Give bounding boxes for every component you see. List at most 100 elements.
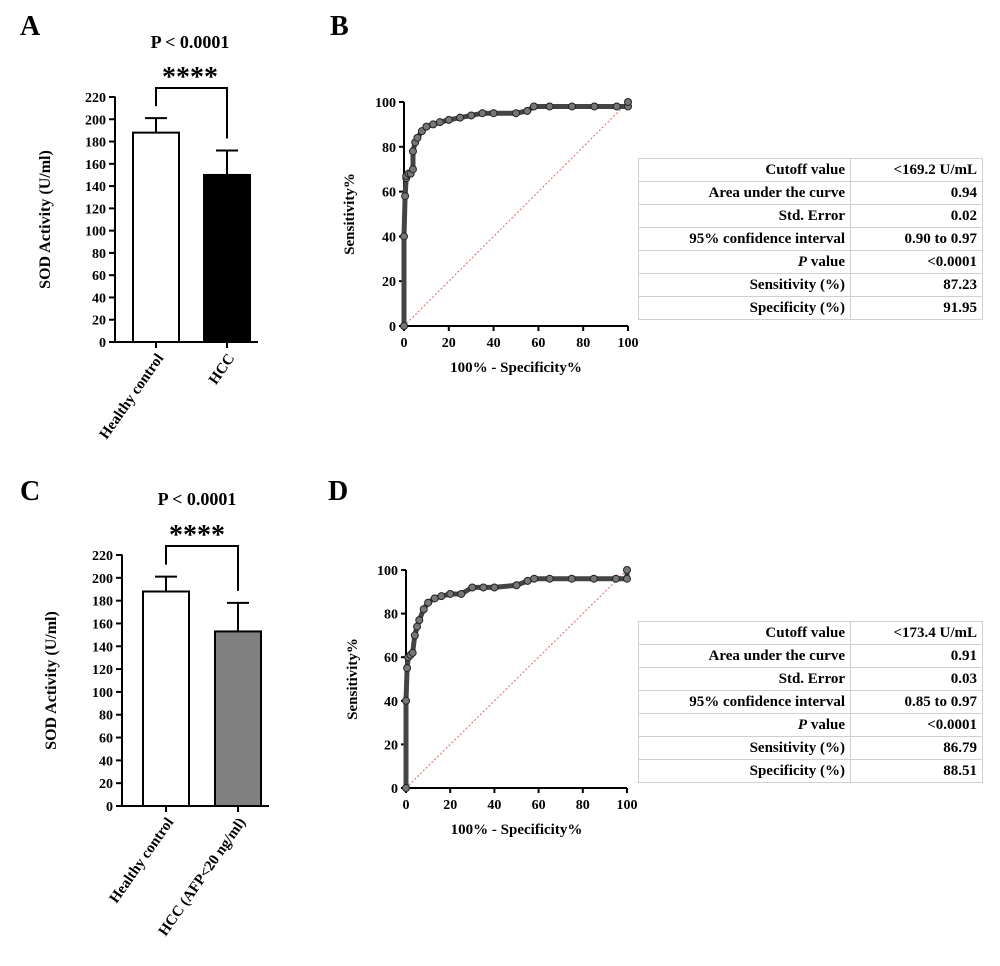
stats-value: 0.94 bbox=[850, 181, 983, 205]
significance-bracket bbox=[155, 87, 228, 139]
stats-row: Sensitivity (%) 87.23 bbox=[638, 273, 983, 297]
y-axis-label: Sensitivity% bbox=[345, 638, 361, 720]
roc-point bbox=[545, 102, 554, 111]
roc-point bbox=[545, 574, 554, 583]
y-tick-label: 80 bbox=[384, 608, 398, 623]
stats-value: 88.51 bbox=[850, 759, 983, 783]
roc-point bbox=[430, 594, 439, 603]
stats-label: Cutoff value bbox=[638, 158, 851, 182]
panel-letter: A bbox=[20, 11, 41, 42]
y-tick-label: 200 bbox=[85, 113, 106, 128]
x-tick-label: 20 bbox=[443, 798, 457, 813]
stats-row: 95% confidence interval 0.85 to 0.97 bbox=[638, 690, 983, 714]
roc-point bbox=[435, 118, 444, 127]
roc-point bbox=[512, 581, 521, 590]
y-axis-label: SOD Activity (U/ml) bbox=[43, 611, 60, 750]
y-axis-label: SOD Activity (U/ml) bbox=[37, 150, 54, 289]
y-tick-label: 120 bbox=[92, 663, 113, 678]
stats-value: 0.90 to 0.97 bbox=[850, 227, 983, 251]
y-tick-label: 0 bbox=[106, 800, 113, 815]
stats-row: Sensitivity (%) 86.79 bbox=[638, 736, 983, 760]
y-tick-label: 20 bbox=[92, 314, 106, 329]
roc-point bbox=[623, 574, 631, 583]
stats-label: Sensitivity (%) bbox=[638, 273, 851, 297]
y-tick-label: 160 bbox=[92, 617, 113, 632]
stats-row: Std. Error 0.02 bbox=[638, 204, 983, 228]
stats-row: P value <0.0001 bbox=[638, 713, 983, 737]
stats-label: Cutoff value bbox=[638, 621, 851, 645]
stats-value: 0.91 bbox=[850, 644, 983, 668]
stats-row: P value <0.0001 bbox=[638, 250, 983, 274]
panel-letter: B bbox=[330, 11, 349, 42]
roc-point bbox=[489, 109, 498, 118]
roc-point bbox=[400, 232, 408, 241]
roc-point bbox=[530, 574, 539, 583]
category-label: HCC bbox=[206, 351, 238, 387]
y-tick-label: 40 bbox=[382, 230, 396, 245]
stats-row: Area under the curve 0.91 bbox=[638, 644, 983, 668]
roc-point bbox=[446, 589, 455, 598]
y-tick-label: 180 bbox=[85, 136, 106, 151]
stats-value: <173.4 U/mL bbox=[850, 621, 983, 645]
significance-bracket bbox=[165, 545, 239, 591]
x-tick-label: 60 bbox=[532, 798, 546, 813]
roc-point bbox=[422, 122, 431, 131]
stats-row: Specificity (%) 91.95 bbox=[638, 296, 983, 320]
roc-point bbox=[590, 102, 599, 111]
stats-row: 95% confidence interval 0.90 to 0.97 bbox=[638, 227, 983, 251]
roc-point bbox=[413, 133, 422, 142]
roc-point bbox=[408, 165, 417, 174]
roc-point bbox=[402, 696, 410, 705]
roc-point bbox=[468, 583, 477, 592]
x-tick-label: 80 bbox=[576, 336, 590, 351]
stats-label: Area under the curve bbox=[638, 644, 851, 668]
stats-label: P value bbox=[638, 713, 851, 737]
x-tick-label: 80 bbox=[576, 798, 590, 813]
x-tick-label: 0 bbox=[401, 336, 408, 351]
y-tick-label: 0 bbox=[391, 782, 398, 797]
p-value-text: P < 0.0001 bbox=[158, 489, 237, 509]
stats-label: Std. Error bbox=[638, 204, 851, 228]
y-axis-label: Sensitivity% bbox=[342, 173, 358, 255]
panel-letter: C bbox=[20, 476, 40, 507]
stats-label-text: value bbox=[807, 717, 845, 733]
roc-point bbox=[424, 598, 433, 607]
y-tick-label: 100 bbox=[375, 96, 396, 111]
stats-row: Std. Error 0.03 bbox=[638, 667, 983, 691]
reference-diagonal bbox=[405, 569, 628, 789]
y-tick-label: 20 bbox=[99, 777, 113, 792]
roc-point bbox=[529, 102, 538, 111]
roc-point bbox=[437, 592, 446, 601]
roc-point bbox=[624, 98, 632, 106]
y-tick-label: 220 bbox=[92, 549, 113, 564]
x-tick-label: 40 bbox=[487, 336, 501, 351]
y-tick-label: 100 bbox=[92, 686, 113, 701]
stats-row: Specificity (%) 88.51 bbox=[638, 759, 983, 783]
y-tick-label: 160 bbox=[85, 158, 106, 173]
roc-point bbox=[408, 648, 417, 657]
roc-point bbox=[612, 102, 621, 111]
y-tick-label: 0 bbox=[99, 336, 106, 351]
x-axis-label: 100% - Specificity% bbox=[451, 822, 583, 838]
stats-label: Area under the curve bbox=[638, 181, 851, 205]
roc-point bbox=[490, 583, 499, 592]
roc-point bbox=[413, 622, 422, 631]
y-tick-label: 100 bbox=[377, 564, 398, 579]
roc-point bbox=[456, 113, 464, 122]
y-tick-label: 40 bbox=[99, 754, 113, 769]
roc-point bbox=[523, 576, 532, 585]
y-tick-label: 80 bbox=[99, 709, 113, 724]
roc-point bbox=[523, 106, 532, 115]
roc-point bbox=[512, 109, 520, 118]
y-tick-label: 40 bbox=[384, 695, 398, 710]
roc-point bbox=[401, 192, 410, 201]
x-tick-label: 100 bbox=[617, 798, 638, 813]
y-tick-label: 60 bbox=[99, 732, 113, 747]
y-tick-label: 60 bbox=[384, 651, 398, 666]
y-tick-label: 140 bbox=[92, 640, 113, 655]
stats-row: Cutoff value <173.4 U/mL bbox=[638, 621, 983, 645]
y-tick-label: 0 bbox=[389, 320, 396, 335]
roc-point bbox=[457, 589, 466, 598]
roc-point bbox=[567, 574, 576, 583]
stats-label: Std. Error bbox=[638, 667, 851, 691]
